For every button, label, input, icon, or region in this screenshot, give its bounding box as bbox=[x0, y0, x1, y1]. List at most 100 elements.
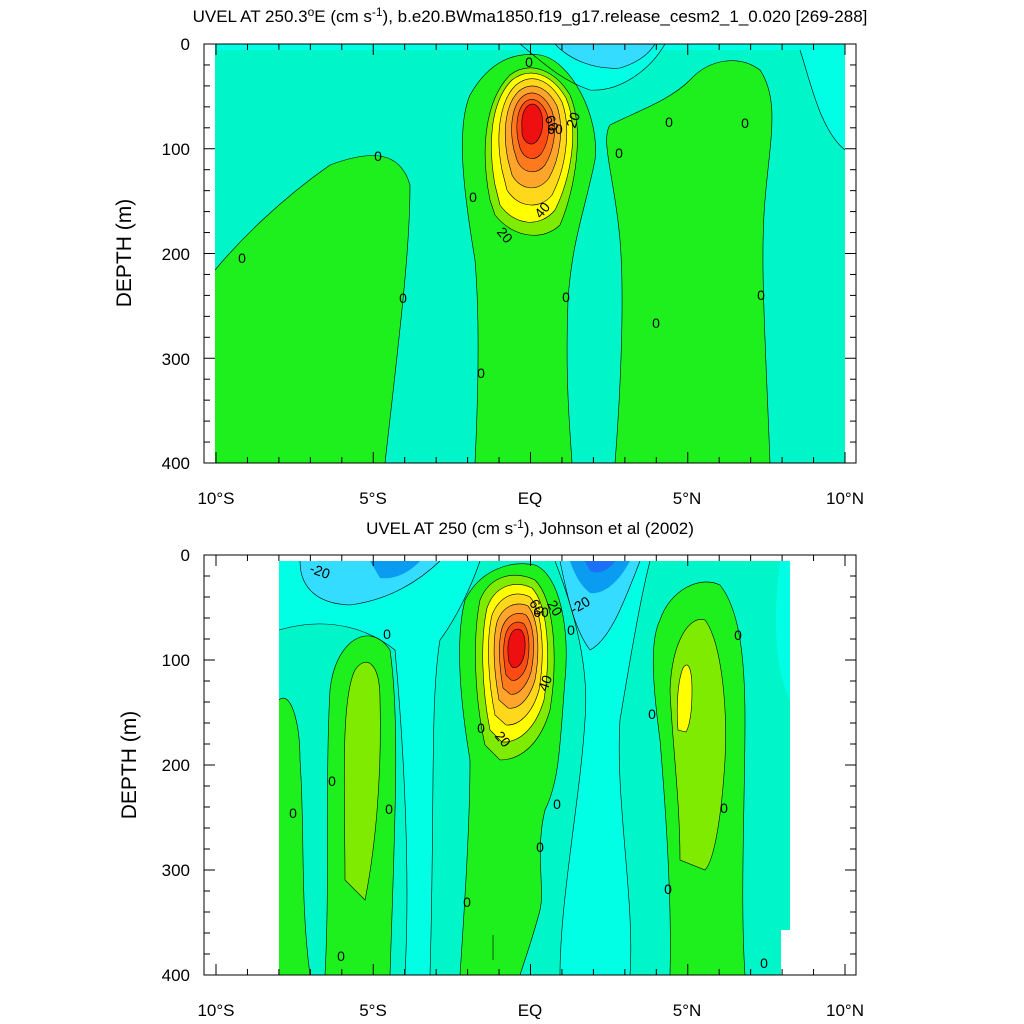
panel-1-contour-line bbox=[554, 44, 656, 69]
contour-label: 0 bbox=[615, 145, 623, 161]
contour-label: 0 bbox=[374, 148, 382, 164]
x-tick-label: EQ bbox=[518, 489, 543, 508]
contour-label: 20 bbox=[544, 597, 566, 619]
panel-1-plot bbox=[215, 44, 845, 463]
panel-2-west-neg bbox=[279, 561, 480, 975]
panel-2-contour-line bbox=[503, 621, 530, 681]
panel-2-title: UVEL AT 250 (cm s-1), Johnson et al (200… bbox=[366, 517, 694, 538]
contour-label: 40 bbox=[535, 673, 555, 693]
panel-2-plot bbox=[278, 560, 790, 975]
contour-label: 0 bbox=[652, 315, 660, 331]
panel-2-euc-core bbox=[507, 629, 526, 668]
y-tick-label: 0 bbox=[181, 546, 190, 565]
x-tick-label: 5°N bbox=[673, 489, 702, 508]
y-tick-label: 200 bbox=[162, 756, 190, 775]
contour-label: 0 bbox=[477, 365, 485, 381]
panel-2-contour-line bbox=[324, 635, 397, 975]
panel-2-y-axis-label: DEPTH (m) bbox=[118, 711, 141, 820]
panel-1-west-eastward-band bbox=[215, 155, 410, 463]
panel-1-y-tick-labels: 0 100 200 300 400 bbox=[162, 35, 190, 473]
x-tick-label: 5°S bbox=[359, 489, 387, 508]
panel-2: UVEL AT 250 (cm s-1), Johnson et al (200… bbox=[118, 517, 864, 1020]
contour-label: 0 bbox=[238, 250, 246, 266]
panel-2-central-neg20 bbox=[560, 561, 640, 650]
contour-label: 0 bbox=[757, 287, 765, 303]
panel-2-contour-line bbox=[475, 574, 555, 761]
panel-2-x-tick-labels: 10°S 5°S EQ 5°N 10°N bbox=[197, 1001, 864, 1020]
panel-2-contour-line bbox=[669, 619, 726, 871]
contour-label: 60 bbox=[526, 596, 548, 618]
panel-1-contour-line bbox=[462, 54, 596, 463]
panel-2-contour-line bbox=[618, 560, 651, 975]
y-tick-label: 0 bbox=[181, 35, 190, 54]
panel-2-contour-line bbox=[652, 581, 746, 975]
panel-2-east-eastward-30 bbox=[677, 664, 692, 732]
panel-2-west-eastward-20 bbox=[344, 662, 381, 900]
contour-label: -20 bbox=[308, 560, 333, 582]
contour-label: 0 bbox=[477, 720, 485, 736]
panel-2-contour-line bbox=[429, 560, 481, 975]
panel-2-y-tick-labels: 0 100 200 300 400 bbox=[162, 546, 190, 985]
panel-2-contour-line bbox=[559, 560, 641, 651]
contour-label: 0 bbox=[463, 894, 471, 910]
contour-label: 0 bbox=[385, 801, 393, 817]
contour-label: 0 bbox=[399, 290, 407, 306]
contour-label: 60 bbox=[547, 121, 563, 137]
x-tick-label: 10°S bbox=[197, 489, 234, 508]
panel-2-contour-line bbox=[278, 697, 311, 975]
panel-1-contour-line bbox=[606, 60, 773, 463]
contour-label: 0 bbox=[328, 773, 336, 789]
x-tick-label: 10°N bbox=[826, 1001, 864, 1020]
y-tick-label: 300 bbox=[162, 350, 190, 369]
panel-1-title: UVEL AT 250.3oE (cm s-1), b.e20.BWma1850… bbox=[193, 5, 868, 26]
panel-1-contour-line bbox=[516, 99, 550, 159]
panel-1-contour-line bbox=[491, 72, 573, 223]
panel-2-contour-line bbox=[459, 563, 567, 975]
contour-label: 60 bbox=[533, 604, 549, 620]
contour-label: 0 bbox=[383, 626, 391, 642]
contour-label: 0 bbox=[337, 948, 345, 964]
panel-2-contour-line bbox=[299, 560, 441, 606]
panel-2-central-neg bbox=[555, 561, 650, 975]
contour-label: 0 bbox=[562, 289, 570, 305]
contour-label: 0 bbox=[648, 706, 656, 722]
panel-1-east-eastward-band bbox=[606, 60, 772, 463]
x-tick-label: 10°N bbox=[826, 489, 864, 508]
panel-1: UVEL AT 250.3oE (cm s-1), b.e20.BWma1850… bbox=[113, 5, 867, 508]
y-tick-label: 100 bbox=[162, 140, 190, 159]
contour-label: 0 bbox=[525, 54, 533, 70]
contour-label: 0 bbox=[741, 115, 749, 131]
panel-1-contour-line bbox=[511, 92, 555, 172]
contour-label: 0 bbox=[734, 627, 742, 643]
contour-label: 20 bbox=[563, 110, 583, 130]
x-tick-label: 10°S bbox=[197, 1001, 234, 1020]
y-tick-label: 300 bbox=[162, 861, 190, 880]
contour-label: 60 bbox=[542, 113, 562, 133]
panel-2-contour-line bbox=[278, 623, 408, 975]
panel-2-west-neg30 bbox=[370, 561, 420, 579]
contour-label: 0 bbox=[664, 881, 672, 897]
panel-2-contour-line bbox=[488, 593, 543, 726]
panel-1-contour-labels: 0 0 0 0 0 0 0 0 0 0 0 0 20 20 40 60 60 bbox=[238, 54, 765, 381]
panel-1-ticks bbox=[204, 43, 856, 464]
y-tick-label: 400 bbox=[162, 966, 190, 985]
contour-label: 0 bbox=[289, 805, 297, 821]
panel-2-ticks bbox=[204, 554, 856, 976]
y-tick-label: 100 bbox=[162, 651, 190, 670]
panel-2-central-neg40 bbox=[585, 561, 615, 573]
x-tick-label: 5°S bbox=[359, 1001, 387, 1020]
panel-2-contour-line bbox=[676, 664, 693, 733]
y-tick-label: 200 bbox=[162, 245, 190, 264]
panel-1-x-tick-labels: 10°S 5°S EQ 5°N 10°N bbox=[197, 489, 864, 508]
panel-2-contour-line bbox=[499, 613, 534, 695]
panel-1-y-axis-label: DEPTH (m) bbox=[113, 199, 136, 308]
panel-1-contour-line bbox=[504, 85, 562, 189]
contour-label: 0 bbox=[536, 839, 544, 855]
panel-1-contour-line bbox=[519, 44, 666, 91]
panel-2-central-neg30 bbox=[570, 561, 630, 594]
contour-label: 0 bbox=[469, 189, 477, 205]
x-tick-label: 5°N bbox=[673, 1001, 702, 1020]
panel-1-euc-core bbox=[521, 104, 543, 145]
contour-label: 0 bbox=[567, 622, 575, 638]
